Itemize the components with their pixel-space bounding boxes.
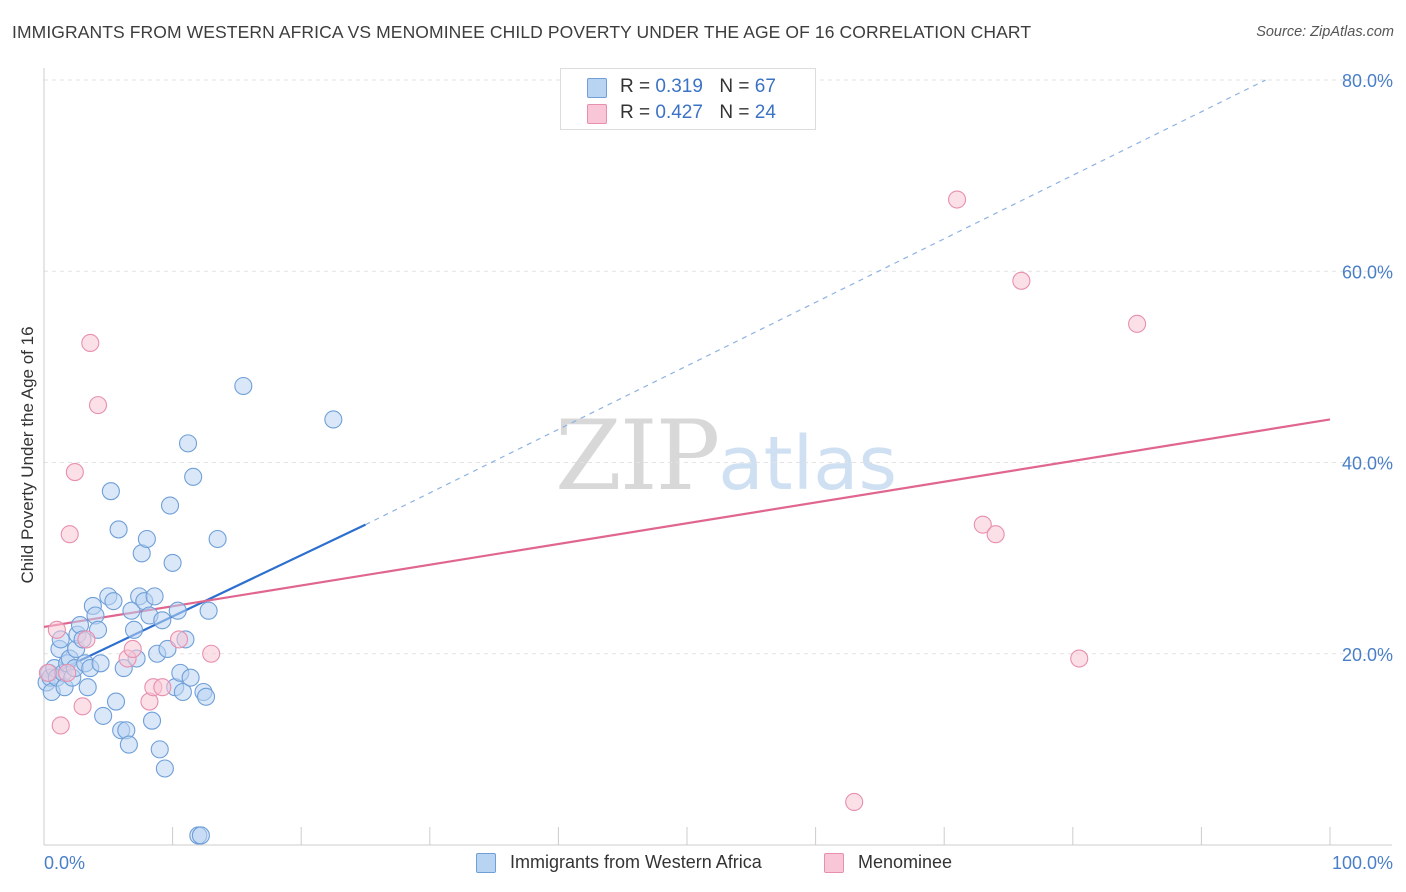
- y-tick-label: 40.0%: [1342, 454, 1393, 474]
- data-point-menominee: [845, 792, 864, 812]
- n-label: N =: [719, 76, 750, 97]
- series-menominee-points: [38, 190, 1147, 812]
- legend-swatch-blue: [587, 78, 607, 98]
- data-point-menominee: [65, 463, 84, 482]
- data-point-menominee: [202, 644, 221, 663]
- data-point-menominee: [47, 620, 66, 639]
- data-point-western-africa: [109, 520, 128, 539]
- data-point-menominee: [1070, 649, 1089, 668]
- data-point-western-africa: [122, 601, 141, 620]
- data-point-western-africa: [91, 654, 110, 673]
- data-point-menominee: [986, 525, 1005, 544]
- data-point-western-africa: [94, 706, 113, 725]
- data-point-western-africa: [168, 601, 187, 620]
- data-point-western-africa: [119, 735, 138, 754]
- data-point-western-africa: [104, 592, 123, 611]
- n-label: N =: [719, 102, 750, 123]
- data-point-western-africa: [155, 759, 174, 778]
- trend-lines: [43, 79, 1331, 679]
- n-value: 67: [754, 76, 776, 97]
- data-point-menominee: [38, 663, 57, 682]
- data-point-menominee: [169, 630, 189, 649]
- data-point-menominee: [81, 333, 100, 353]
- data-point-western-africa: [145, 587, 164, 606]
- data-point-western-africa: [124, 620, 144, 639]
- data-point-menominee: [973, 515, 992, 534]
- data-point-western-africa: [163, 553, 182, 572]
- y-tick-label: 80.0%: [1342, 71, 1393, 91]
- data-point-western-africa: [191, 826, 210, 845]
- r-value: 0.427: [655, 102, 703, 123]
- watermark-atlas: atlas: [718, 421, 898, 507]
- data-point-menominee: [51, 716, 70, 735]
- x-tick-label: 100.0%: [1332, 853, 1393, 873]
- data-point-western-africa: [101, 482, 120, 501]
- y-tick-label: 20.0%: [1342, 645, 1393, 665]
- data-point-menominee: [1012, 271, 1031, 290]
- data-point-western-africa: [142, 711, 162, 730]
- x-tick-label: 0.0%: [44, 853, 85, 873]
- series-legend: Immigrants from Western Africa Menominee: [0, 851, 1406, 877]
- trend-line-menominee: [43, 418, 1331, 629]
- legend-swatch-blue: [476, 853, 496, 873]
- data-point-western-africa: [173, 682, 192, 702]
- data-point-western-africa: [199, 601, 218, 620]
- legend-label: Immigrants from Western Africa: [510, 852, 762, 872]
- legend-swatch-pink: [587, 104, 607, 124]
- n-value: 24: [754, 102, 776, 123]
- data-point-menominee: [153, 678, 172, 697]
- data-point-western-africa: [178, 434, 198, 453]
- series-western-africa-points: [37, 376, 343, 845]
- data-point-western-africa: [234, 376, 253, 396]
- grid-lines: [44, 79, 1392, 655]
- data-point-western-africa: [106, 692, 126, 711]
- source-credit: Source: ZipAtlas.com: [1256, 24, 1394, 40]
- data-point-western-africa: [196, 687, 216, 706]
- data-point-menominee: [77, 630, 96, 649]
- data-point-western-africa: [150, 740, 169, 759]
- data-point-menominee: [948, 190, 967, 209]
- data-point-western-africa: [184, 467, 203, 486]
- data-point-western-africa: [153, 611, 172, 630]
- data-point-western-africa: [78, 678, 97, 697]
- axes: [43, 68, 1392, 846]
- data-point-menominee: [1128, 314, 1147, 333]
- tick-labels: 20.0% 40.0% 60.0% 80.0% 0.0% 100.0%: [44, 71, 1393, 873]
- data-point-western-africa: [208, 529, 227, 549]
- legend-swatch-pink: [824, 853, 844, 873]
- chart-title: IMMIGRANTS FROM WESTERN AFRICA VS MENOMI…: [12, 22, 1032, 42]
- legend-stats: R = 0.319 N = 67: [620, 76, 776, 98]
- data-point-menominee: [123, 639, 142, 659]
- data-point-menominee: [73, 697, 92, 716]
- data-point-western-africa: [324, 410, 343, 429]
- legend-label: Menominee: [858, 852, 953, 872]
- data-point-western-africa: [181, 668, 200, 687]
- r-label: R =: [620, 102, 651, 123]
- watermark: ZIPatlas: [555, 400, 897, 512]
- data-point-western-africa: [160, 496, 180, 515]
- r-value: 0.319: [655, 76, 703, 97]
- data-point-menominee: [88, 396, 108, 415]
- data-point-western-africa: [137, 529, 156, 549]
- r-label: R =: [620, 76, 651, 97]
- watermark-zip: ZIP: [555, 400, 720, 512]
- y-tick-label: 60.0%: [1342, 262, 1393, 282]
- data-point-menominee: [60, 525, 79, 544]
- trend-line-western-africa-projection: [365, 79, 1266, 526]
- legend-stats: R = 0.427 N = 24: [620, 102, 776, 124]
- data-point-menominee: [58, 663, 77, 682]
- stats-legend: R = 0.319 N = 67 R = 0.427 N = 24: [560, 68, 816, 130]
